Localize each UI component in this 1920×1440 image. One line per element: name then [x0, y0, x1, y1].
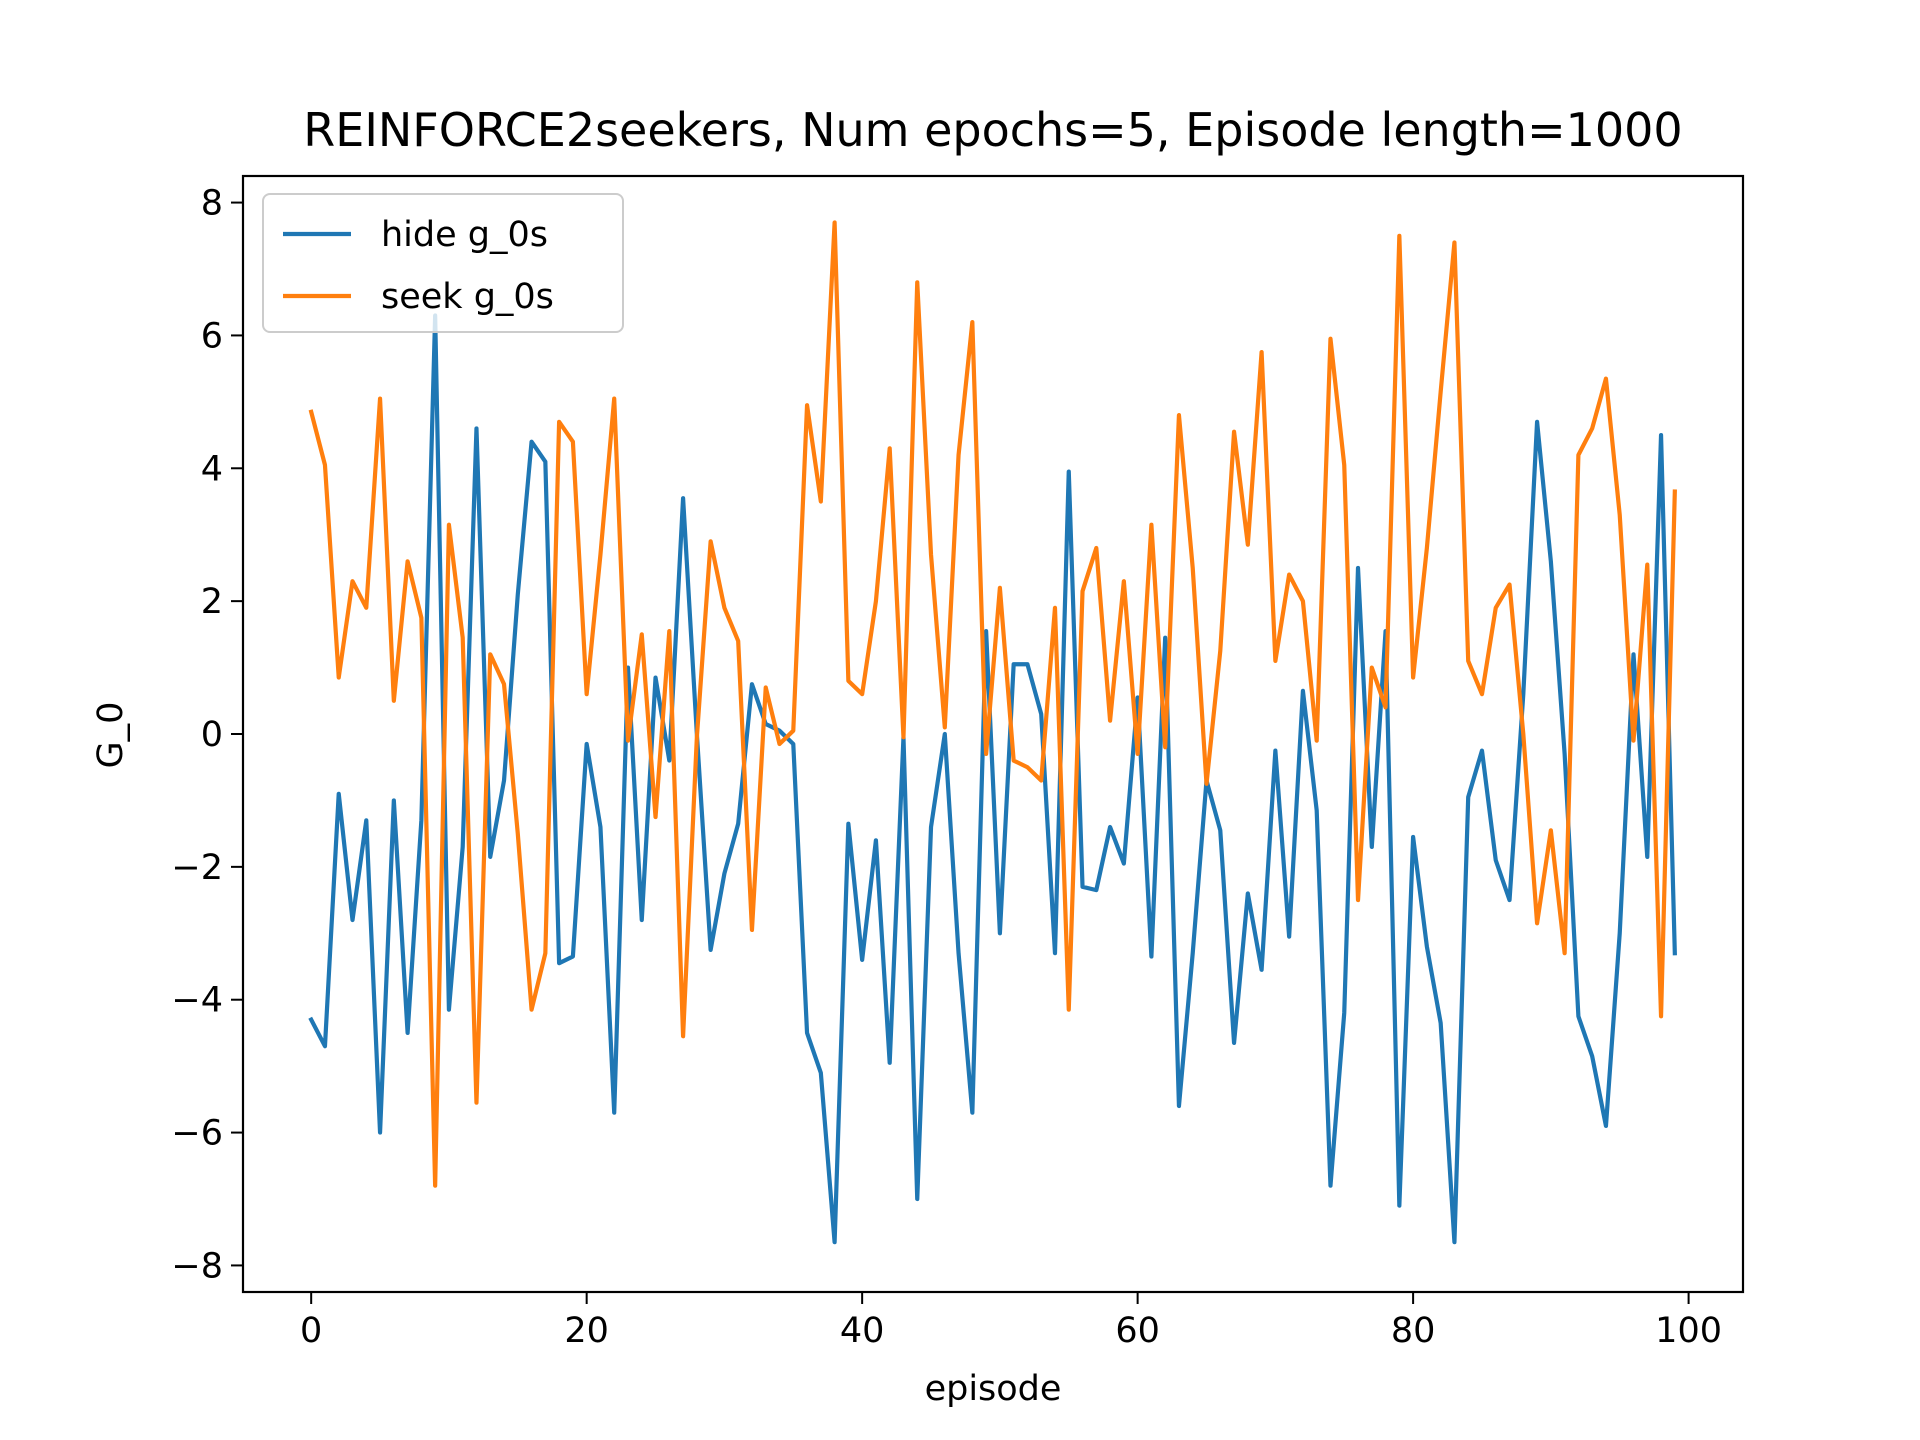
- x-tick-label: 80: [1391, 1311, 1436, 1351]
- plot-area: 0 20 40 60 80 100 −8 −6 −4 −2 0 2 4 6 8: [171, 174, 1745, 1351]
- chart-title: REINFORCE2seekers, Num epochs=5, Episode…: [303, 103, 1682, 157]
- y-tick-label: 8: [201, 184, 223, 224]
- y-tick-label: −6: [171, 1114, 223, 1154]
- x-tick-label: 20: [564, 1311, 609, 1351]
- y-tick-label: −4: [171, 981, 223, 1021]
- x-tick-label: 100: [1655, 1311, 1722, 1351]
- legend-box: [262, 193, 624, 333]
- series-line-hide: [308, 313, 1677, 1245]
- x-axis-label: episode: [925, 1369, 1062, 1409]
- x-tick-label: 0: [300, 1311, 322, 1351]
- x-tick-label: 60: [1115, 1311, 1160, 1351]
- y-tick-label: 4: [201, 449, 223, 489]
- y-tick-label: −2: [171, 848, 223, 888]
- y-axis-label: G_0: [91, 702, 131, 769]
- y-tick-label: −8: [171, 1246, 223, 1286]
- y-tick-label: 0: [201, 715, 223, 755]
- y-tick-label: 6: [201, 316, 223, 356]
- x-tick-label: 40: [840, 1311, 885, 1351]
- legend-label: hide g_0s: [381, 215, 548, 255]
- legend-label: seek g_0s: [381, 277, 554, 317]
- y-tick-label: 2: [201, 582, 223, 622]
- series-line-seek: [308, 220, 1677, 1188]
